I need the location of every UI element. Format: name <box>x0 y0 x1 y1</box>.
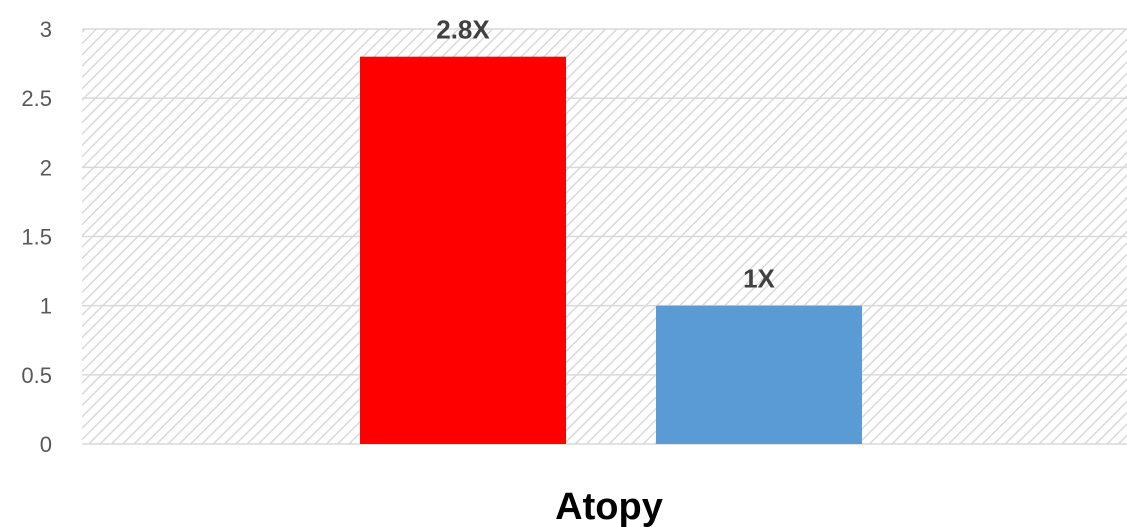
gridlines <box>82 28 1127 445</box>
y-tick-label: 1 <box>40 294 52 319</box>
y-axis-tick-labels: 0 0.5 1 1.5 2 2.5 3 <box>21 17 52 457</box>
bar-data-label: 1X <box>743 264 775 294</box>
y-tick-label: 1.5 <box>21 225 52 250</box>
data-labels: 2.8X 1X <box>436 15 775 294</box>
y-tick-label: 2.5 <box>21 86 52 111</box>
y-tick-label: 0.5 <box>21 363 52 388</box>
y-tick-label: 2 <box>40 155 52 180</box>
y-tick-label: 3 <box>40 17 52 42</box>
bar <box>656 305 862 444</box>
y-tick-label: 0 <box>40 432 52 457</box>
bars <box>360 56 862 445</box>
x-axis-title: Atopy <box>555 486 663 527</box>
bar <box>360 56 566 445</box>
bar-data-label: 2.8X <box>436 15 490 45</box>
